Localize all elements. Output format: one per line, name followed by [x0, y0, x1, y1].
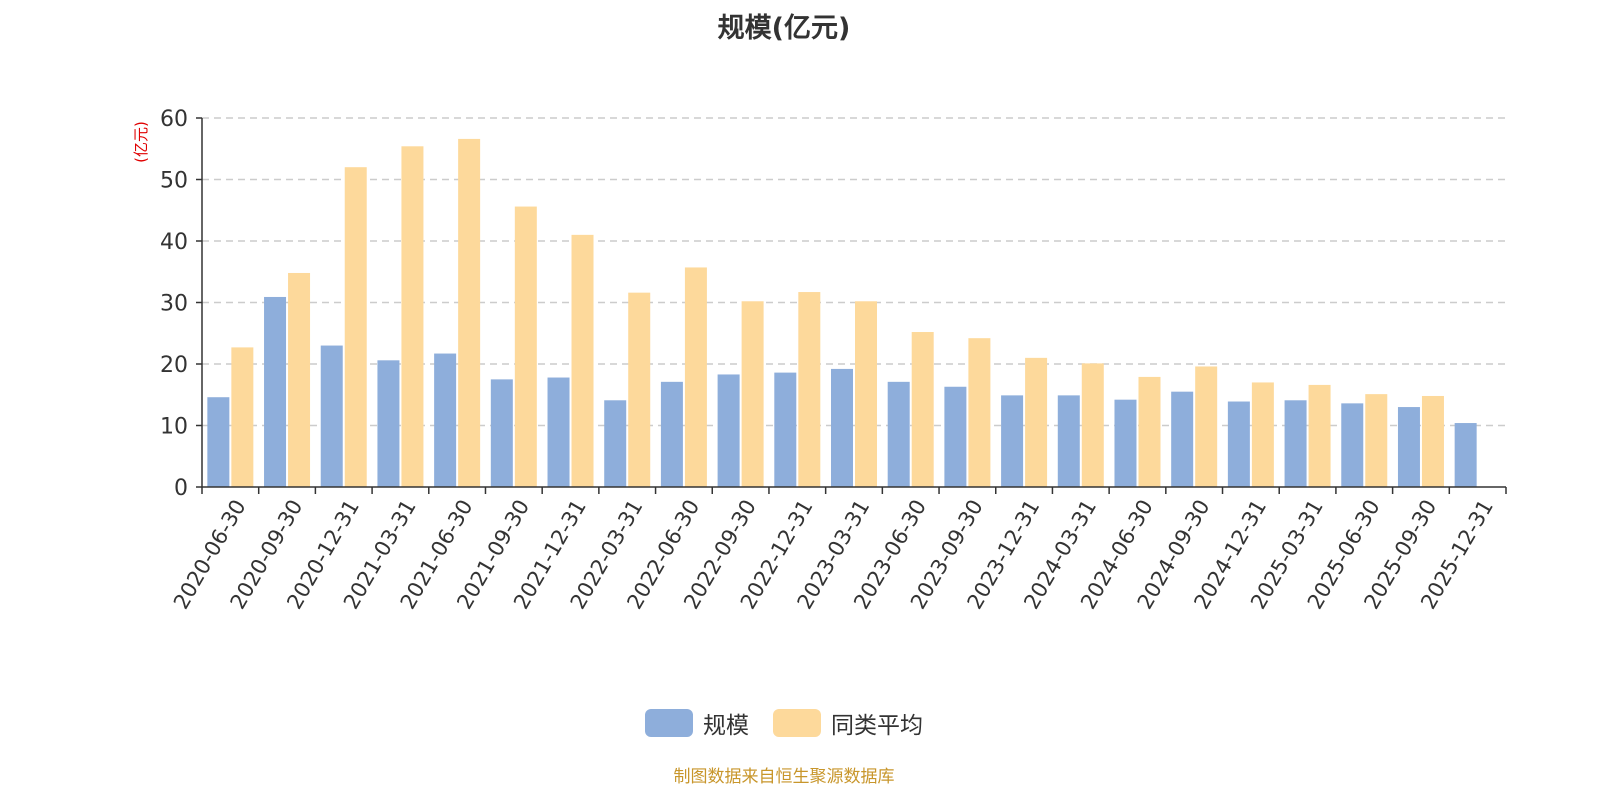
- bars: [207, 138, 1477, 488]
- legend: 规模 同类平均: [0, 706, 1568, 740]
- bar-scale[interactable]: [774, 372, 797, 487]
- bar-scale[interactable]: [1001, 395, 1024, 487]
- bar-peer-average[interactable]: [798, 292, 821, 487]
- bar-peer-average[interactable]: [1081, 363, 1104, 487]
- bar-scale[interactable]: [1171, 391, 1194, 487]
- bar-peer-average[interactable]: [514, 206, 537, 487]
- bar-peer-average[interactable]: [401, 146, 424, 488]
- bar-scale[interactable]: [1454, 423, 1477, 487]
- bar-scale[interactable]: [320, 345, 343, 487]
- y-axis-label: (亿元): [132, 121, 150, 163]
- bar-peer-average[interactable]: [1251, 382, 1274, 487]
- bar-scale[interactable]: [1397, 407, 1420, 487]
- bar-peer-average[interactable]: [911, 332, 934, 487]
- bar-scale[interactable]: [377, 360, 400, 487]
- bar-scale[interactable]: [547, 377, 570, 487]
- bar-peer-average[interactable]: [1195, 366, 1218, 487]
- source-note: 制图数据来自恒生聚源数据库: [673, 767, 895, 787]
- legend-label-scale: 规模: [703, 713, 749, 739]
- bar-peer-average[interactable]: [684, 267, 707, 487]
- bar-peer-average[interactable]: [855, 301, 877, 487]
- y-tick-label: 60: [160, 107, 188, 132]
- y-tick-label: 30: [160, 292, 188, 317]
- bar-scale[interactable]: [1341, 403, 1364, 487]
- legend-label-peer-average: 同类平均: [831, 713, 923, 739]
- bar-scale[interactable]: [1284, 400, 1307, 487]
- bar-scale[interactable]: [1057, 395, 1080, 487]
- bar-scale[interactable]: [944, 386, 967, 487]
- legend-swatch-peer-average: [773, 709, 821, 737]
- legend-item-peer-average[interactable]: 同类平均: [773, 706, 923, 740]
- y-tick-label: 10: [160, 415, 188, 440]
- bar-peer-average[interactable]: [458, 138, 481, 487]
- bar-peer-average[interactable]: [571, 234, 594, 487]
- bar-scale[interactable]: [434, 353, 457, 487]
- chart-title: 规模(亿元): [717, 13, 851, 44]
- bar-scale[interactable]: [207, 397, 230, 487]
- y-tick-label: 50: [160, 169, 188, 194]
- bar-peer-average[interactable]: [1025, 357, 1048, 487]
- bar-peer-average[interactable]: [741, 301, 764, 487]
- bar-scale[interactable]: [831, 368, 853, 487]
- y-tick-label: 0: [174, 476, 188, 501]
- bar-scale[interactable]: [1114, 399, 1137, 487]
- bar-scale[interactable]: [1227, 401, 1250, 487]
- bar-peer-average[interactable]: [231, 347, 254, 487]
- bar-peer-average[interactable]: [344, 167, 367, 487]
- bar-peer-average[interactable]: [288, 272, 311, 487]
- bar-scale[interactable]: [264, 296, 287, 487]
- bar-peer-average[interactable]: [1308, 384, 1331, 487]
- bar-scale[interactable]: [717, 374, 740, 487]
- bar-peer-average[interactable]: [968, 338, 991, 487]
- legend-swatch-scale: [645, 709, 693, 737]
- bar-peer-average[interactable]: [628, 292, 651, 487]
- bar-peer-average[interactable]: [1365, 394, 1388, 487]
- bar-peer-average[interactable]: [1138, 376, 1161, 487]
- legend-item-scale[interactable]: 规模: [645, 706, 749, 740]
- bar-scale[interactable]: [490, 379, 513, 487]
- bar-scale[interactable]: [887, 381, 910, 487]
- bar-chart: 01020304050602020-06-302020-09-302020-12…: [132, 107, 1507, 613]
- bar-scale[interactable]: [604, 400, 627, 487]
- y-tick-label: 20: [160, 353, 188, 378]
- bar-peer-average[interactable]: [1421, 395, 1444, 487]
- y-tick-label: 40: [160, 230, 188, 255]
- bar-scale[interactable]: [660, 381, 683, 487]
